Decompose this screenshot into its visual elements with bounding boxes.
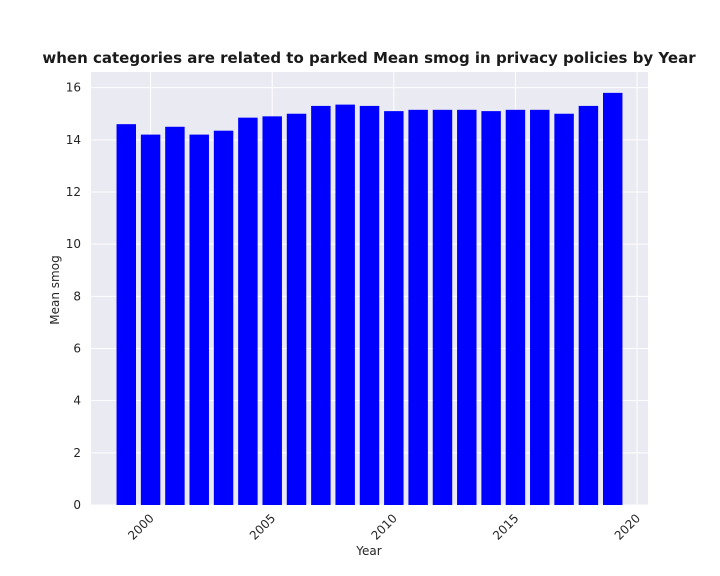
bar-2009	[359, 105, 380, 505]
bar-2010	[384, 111, 404, 506]
bar-2016	[530, 109, 550, 505]
bar-2008	[335, 104, 355, 506]
bar-2001	[165, 126, 185, 506]
bar-2007	[311, 105, 331, 505]
bar-2012	[432, 109, 453, 505]
y-tick-label: 12	[66, 185, 81, 199]
x-tick-label: 2010	[368, 511, 399, 542]
y-tick-label: 8	[73, 289, 81, 303]
x-tick-label: 2005	[247, 511, 278, 542]
y-tick-label: 6	[73, 341, 81, 355]
bars	[116, 92, 623, 506]
y-tick-label: 2	[73, 446, 81, 460]
bar-2005	[262, 116, 282, 505]
bar-2000	[140, 134, 161, 505]
bar-2019	[603, 92, 623, 506]
y-tick-label: 10	[66, 237, 81, 251]
y-axis-label: Mean smog	[48, 255, 62, 324]
bar-2015	[505, 109, 526, 505]
y-axis-ticks: 0 2 4 6 8 10 12 14 16	[66, 81, 81, 512]
x-axis-label: Year	[355, 544, 381, 558]
y-tick-label: 14	[66, 133, 81, 147]
x-tick-label: 2020	[612, 511, 643, 542]
y-tick-label: 0	[73, 498, 81, 512]
chart-title: when categories are related to parked Me…	[42, 49, 696, 67]
bar-2014	[481, 111, 501, 506]
y-tick-label: 4	[73, 394, 81, 408]
bar-2004	[238, 117, 258, 506]
bar-2018	[578, 105, 599, 505]
x-axis-ticks: 2000 2005 2010 2015 2020	[125, 511, 643, 542]
y-tick-label: 16	[66, 81, 81, 95]
bar-2006	[286, 113, 307, 506]
bar-2013	[457, 109, 477, 505]
bar-2003	[213, 130, 234, 505]
x-tick-label: 2015	[490, 511, 521, 542]
bar-2002	[189, 134, 209, 505]
bar-2017	[554, 113, 574, 506]
x-tick-label: 2000	[125, 511, 156, 542]
bar-1999	[116, 124, 136, 506]
bar-2011	[408, 109, 428, 505]
